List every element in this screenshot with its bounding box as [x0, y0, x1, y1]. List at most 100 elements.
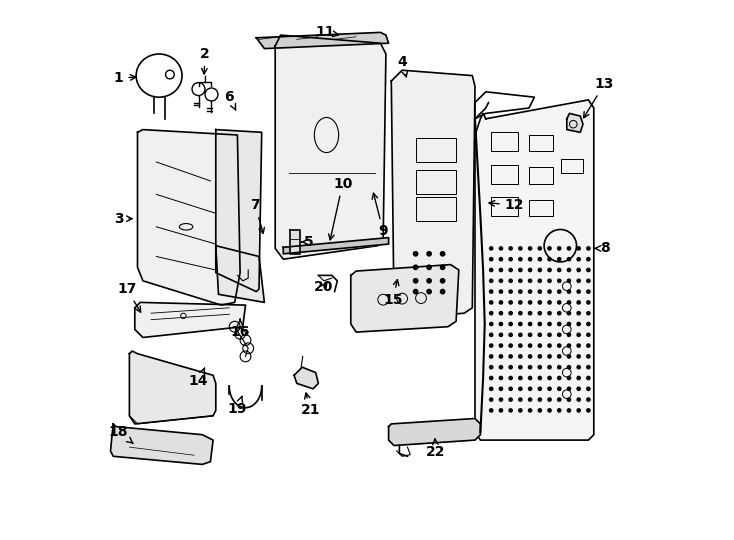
Circle shape	[528, 312, 531, 315]
Circle shape	[490, 322, 493, 326]
Circle shape	[577, 344, 581, 347]
Circle shape	[548, 268, 551, 272]
Circle shape	[499, 279, 503, 282]
Circle shape	[519, 366, 522, 369]
Circle shape	[567, 258, 570, 261]
Circle shape	[538, 355, 542, 358]
Text: 9: 9	[372, 193, 388, 238]
Circle shape	[558, 279, 561, 282]
Circle shape	[567, 268, 570, 272]
Circle shape	[499, 268, 503, 272]
Circle shape	[577, 333, 581, 336]
Circle shape	[558, 387, 561, 390]
Circle shape	[509, 301, 512, 304]
Circle shape	[490, 344, 493, 347]
Circle shape	[499, 301, 503, 304]
Circle shape	[558, 301, 561, 304]
Circle shape	[567, 409, 570, 412]
Circle shape	[586, 366, 590, 369]
Circle shape	[499, 322, 503, 326]
Circle shape	[490, 409, 493, 412]
Circle shape	[577, 409, 581, 412]
Polygon shape	[137, 130, 240, 305]
Text: 13: 13	[584, 77, 614, 118]
Circle shape	[509, 312, 512, 315]
Circle shape	[499, 290, 503, 293]
Circle shape	[558, 322, 561, 326]
Circle shape	[586, 322, 590, 326]
Polygon shape	[283, 238, 388, 254]
Circle shape	[490, 398, 493, 401]
Circle shape	[577, 398, 581, 401]
Circle shape	[509, 322, 512, 326]
Circle shape	[519, 290, 522, 293]
Circle shape	[490, 376, 493, 380]
Circle shape	[548, 279, 551, 282]
Text: 14: 14	[189, 368, 208, 388]
Circle shape	[528, 344, 531, 347]
Circle shape	[519, 268, 522, 272]
Circle shape	[538, 344, 542, 347]
Circle shape	[440, 289, 445, 294]
Circle shape	[499, 333, 503, 336]
Text: 19: 19	[228, 396, 247, 416]
Circle shape	[519, 322, 522, 326]
Circle shape	[558, 409, 561, 412]
Circle shape	[577, 301, 581, 304]
Circle shape	[586, 387, 590, 390]
Circle shape	[577, 322, 581, 326]
Circle shape	[558, 376, 561, 380]
Circle shape	[558, 247, 561, 250]
Circle shape	[499, 312, 503, 315]
Circle shape	[490, 290, 493, 293]
Circle shape	[528, 366, 531, 369]
Circle shape	[538, 268, 542, 272]
Circle shape	[586, 290, 590, 293]
Circle shape	[558, 312, 561, 315]
Circle shape	[548, 247, 551, 250]
Circle shape	[490, 355, 493, 358]
Circle shape	[586, 247, 590, 250]
Circle shape	[558, 398, 561, 401]
Circle shape	[567, 398, 570, 401]
Circle shape	[440, 265, 445, 269]
Circle shape	[413, 252, 418, 256]
Circle shape	[558, 355, 561, 358]
Bar	[529, 135, 553, 151]
Circle shape	[490, 279, 493, 282]
Circle shape	[519, 409, 522, 412]
Bar	[415, 138, 456, 162]
Circle shape	[558, 344, 561, 347]
Circle shape	[509, 344, 512, 347]
Circle shape	[427, 279, 432, 283]
Bar	[491, 165, 518, 184]
Circle shape	[586, 268, 590, 272]
Bar	[491, 132, 518, 151]
Circle shape	[538, 409, 542, 412]
Circle shape	[490, 333, 493, 336]
Circle shape	[509, 376, 512, 380]
Circle shape	[567, 344, 570, 347]
Circle shape	[528, 247, 531, 250]
Polygon shape	[294, 367, 319, 389]
Circle shape	[519, 279, 522, 282]
Circle shape	[499, 355, 503, 358]
Text: 17: 17	[117, 282, 141, 312]
Text: 20: 20	[314, 280, 333, 294]
Circle shape	[528, 279, 531, 282]
Circle shape	[567, 290, 570, 293]
Circle shape	[567, 355, 570, 358]
Circle shape	[567, 279, 570, 282]
Text: 5: 5	[302, 235, 314, 249]
Circle shape	[509, 247, 512, 250]
Circle shape	[528, 409, 531, 412]
Text: 22: 22	[426, 439, 446, 459]
Polygon shape	[135, 302, 245, 338]
Circle shape	[538, 258, 542, 261]
Circle shape	[509, 268, 512, 272]
Circle shape	[538, 398, 542, 401]
Circle shape	[548, 366, 551, 369]
Circle shape	[413, 279, 418, 283]
Circle shape	[577, 366, 581, 369]
Circle shape	[567, 247, 570, 250]
